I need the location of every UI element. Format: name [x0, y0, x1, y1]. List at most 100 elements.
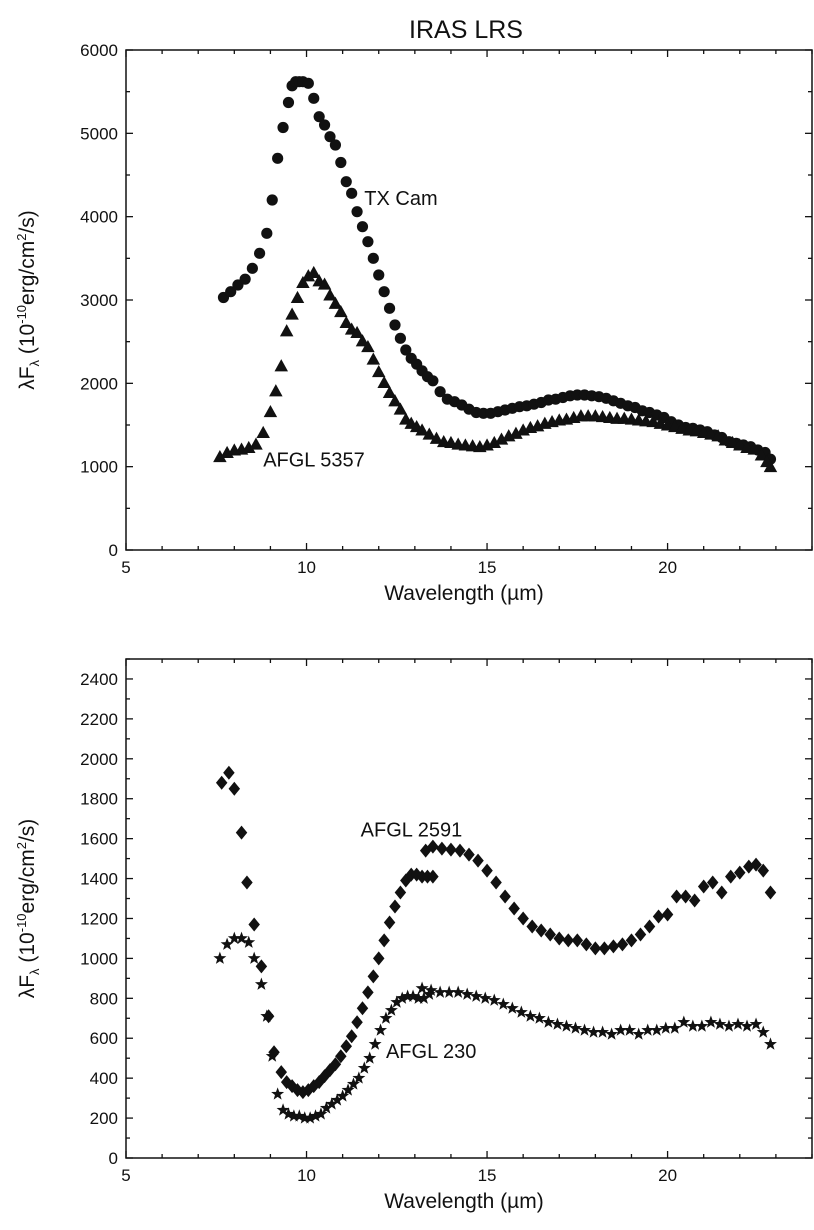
data-point	[275, 1065, 287, 1080]
data-point	[290, 290, 305, 303]
data-point	[357, 1061, 371, 1074]
data-point	[382, 385, 397, 398]
data-point	[706, 875, 719, 890]
y-tick-label: 5000	[80, 124, 118, 143]
data-point	[272, 152, 284, 164]
data-point	[260, 1009, 274, 1022]
plot-frame	[125, 49, 813, 551]
data-point	[269, 384, 283, 397]
data-point	[442, 985, 456, 998]
data-point	[235, 931, 248, 944]
data-point	[625, 933, 638, 948]
data-point	[494, 432, 509, 445]
data-point	[367, 252, 379, 264]
data-point	[436, 841, 448, 856]
data-point	[319, 1101, 333, 1114]
y-tick-label: 2200	[80, 710, 118, 729]
data-point	[286, 1079, 298, 1094]
data-point	[356, 1001, 369, 1016]
data-point	[363, 1051, 377, 1064]
data-point	[335, 156, 347, 169]
data-point	[345, 1029, 358, 1044]
y-tick-label: 0	[109, 1149, 118, 1168]
series-label: AFGL 5357	[263, 450, 365, 472]
data-point	[367, 969, 380, 984]
data-point	[256, 425, 270, 438]
data-point	[384, 1003, 398, 1016]
data-point	[596, 1025, 610, 1038]
data-point	[277, 121, 289, 134]
data-point	[569, 1021, 582, 1034]
data-point	[697, 879, 710, 894]
y-tick-label: 400	[90, 1069, 118, 1088]
data-point	[253, 247, 266, 259]
data-point	[362, 236, 374, 248]
data-point	[356, 221, 369, 233]
series-label: AFGL 230	[386, 1041, 476, 1063]
data-point	[313, 111, 325, 123]
data-point	[390, 995, 404, 1008]
data-point	[578, 1023, 591, 1036]
x-axis-label: Wavelength (µm)	[384, 1190, 544, 1213]
data-point	[378, 933, 390, 948]
x-tick-label: 20	[658, 1166, 677, 1185]
y-tick-label: 2000	[80, 374, 118, 393]
data-point	[324, 131, 336, 143]
y-tick-label: 6000	[80, 41, 118, 60]
data-point	[276, 1103, 290, 1116]
data-point	[351, 206, 363, 218]
data-point	[725, 869, 737, 884]
data-point	[317, 277, 332, 290]
data-point	[433, 985, 447, 998]
data-point	[652, 909, 665, 924]
data-point	[374, 1023, 388, 1036]
data-point	[372, 951, 385, 966]
data-point	[347, 1077, 360, 1090]
data-point	[472, 853, 484, 868]
data-point	[424, 983, 438, 996]
data-point	[401, 989, 415, 1002]
data-point	[361, 340, 375, 353]
data-point	[427, 375, 439, 387]
y-tick-label: 1800	[80, 790, 118, 809]
data-point	[220, 937, 234, 950]
data-point	[478, 991, 492, 1004]
data-point	[499, 889, 511, 904]
data-point	[463, 847, 475, 862]
data-point	[355, 334, 370, 347]
y-tick-label: 1400	[80, 870, 118, 889]
data-point	[417, 991, 431, 1004]
data-point	[634, 927, 647, 942]
data-point	[265, 1049, 279, 1062]
data-point	[377, 375, 391, 388]
data-point	[335, 1049, 347, 1064]
data-point	[587, 1025, 601, 1038]
data-point	[589, 941, 602, 956]
data-point	[261, 227, 273, 239]
data-point	[287, 1109, 301, 1122]
data-point	[341, 1083, 355, 1096]
data-point	[487, 435, 502, 448]
data-point	[336, 1089, 350, 1102]
data-point	[754, 448, 769, 461]
data-point	[668, 1021, 682, 1034]
data-point	[255, 959, 268, 974]
series-tx-cam	[217, 76, 777, 465]
data-point	[282, 96, 295, 109]
x-tick-label: 5	[121, 558, 130, 577]
data-point	[388, 394, 402, 407]
data-point	[292, 1109, 306, 1122]
data-point	[323, 288, 337, 301]
y-tick-label: 3000	[80, 291, 118, 310]
data-point	[227, 931, 241, 944]
data-point	[395, 991, 409, 1004]
data-point	[422, 427, 437, 440]
y-tick-label: 200	[90, 1109, 118, 1128]
data-point	[526, 919, 538, 934]
data-point	[228, 781, 241, 796]
x-tick-label: 5	[121, 1166, 130, 1185]
data-point	[505, 1001, 519, 1014]
data-point	[213, 450, 227, 463]
data-point	[643, 919, 656, 934]
data-point	[496, 997, 510, 1010]
